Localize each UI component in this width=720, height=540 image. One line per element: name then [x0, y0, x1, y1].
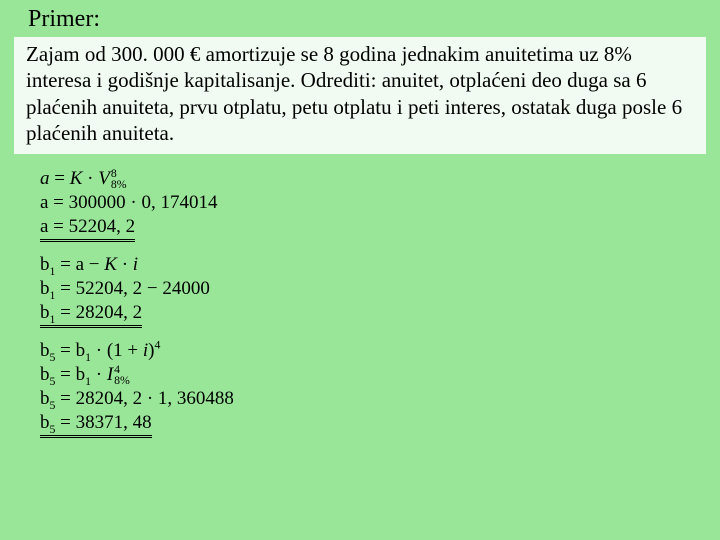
rhs: = 52204, 2 − 24000	[55, 278, 209, 299]
var-b: b	[40, 340, 50, 361]
dot: ·	[82, 168, 98, 189]
eq: = b	[55, 340, 85, 361]
rhs: = 28204, 2	[55, 302, 142, 323]
formula-row: a = 300000 · 0, 174014	[40, 192, 720, 214]
formula-row: b1 = 52204, 2 − 24000	[40, 278, 720, 300]
var-b: b	[40, 388, 50, 409]
formula-list: a = K · V88% a = 300000 · 0, 174014 a = …	[0, 154, 720, 438]
formula-row: b5 = 28204, 2 · 1, 360488	[40, 388, 720, 410]
exp: 4	[154, 339, 160, 352]
problem-statement-box: Zajam od 300. 000 € amortizuje se 8 godi…	[14, 37, 706, 154]
formula-row: b1 = a − K · i	[40, 254, 720, 276]
var-b: b	[40, 302, 50, 323]
rhs: = 38371, 48	[55, 412, 151, 433]
formula-row: a = 52204, 2	[40, 216, 720, 242]
formula-row: b1 = 28204, 2	[40, 302, 720, 328]
formula-text: a = 300000 · 0, 174014	[40, 192, 217, 214]
formula-row: b5 = 38371, 48	[40, 412, 720, 438]
title-text: Primer:	[28, 6, 100, 32]
var-a: a	[40, 168, 50, 189]
eq: =	[50, 168, 70, 189]
var-V: V	[98, 168, 110, 189]
subsup: 48%	[114, 365, 130, 386]
page-title: Primer:	[0, 0, 720, 37]
mid: = a −	[55, 254, 104, 275]
var-i: i	[133, 254, 138, 275]
var-K: K	[104, 254, 117, 275]
formula-row: b5 = b1 · (1 + i)4	[40, 340, 720, 362]
dot: ·	[91, 340, 107, 361]
var-b: b	[40, 254, 50, 275]
formula-result: a = 52204, 2	[40, 216, 135, 242]
formula-row: b5 = b1 · I48%	[40, 364, 720, 386]
var-b: b	[40, 278, 50, 299]
rhs: = 28204, 2 · 1, 360488	[55, 388, 234, 409]
var-I: I	[107, 364, 113, 385]
var-b: b	[40, 412, 50, 433]
subsup: 88%	[111, 169, 127, 190]
one: 1 +	[113, 340, 143, 361]
dot: ·	[117, 254, 133, 275]
dot: ·	[91, 364, 107, 385]
var-b: b	[40, 364, 50, 385]
formula-row: a = K · V88%	[40, 168, 720, 190]
problem-text: Zajam od 300. 000 € amortizuje se 8 godi…	[26, 42, 682, 145]
eq: = b	[55, 364, 85, 385]
var-K: K	[70, 168, 83, 189]
